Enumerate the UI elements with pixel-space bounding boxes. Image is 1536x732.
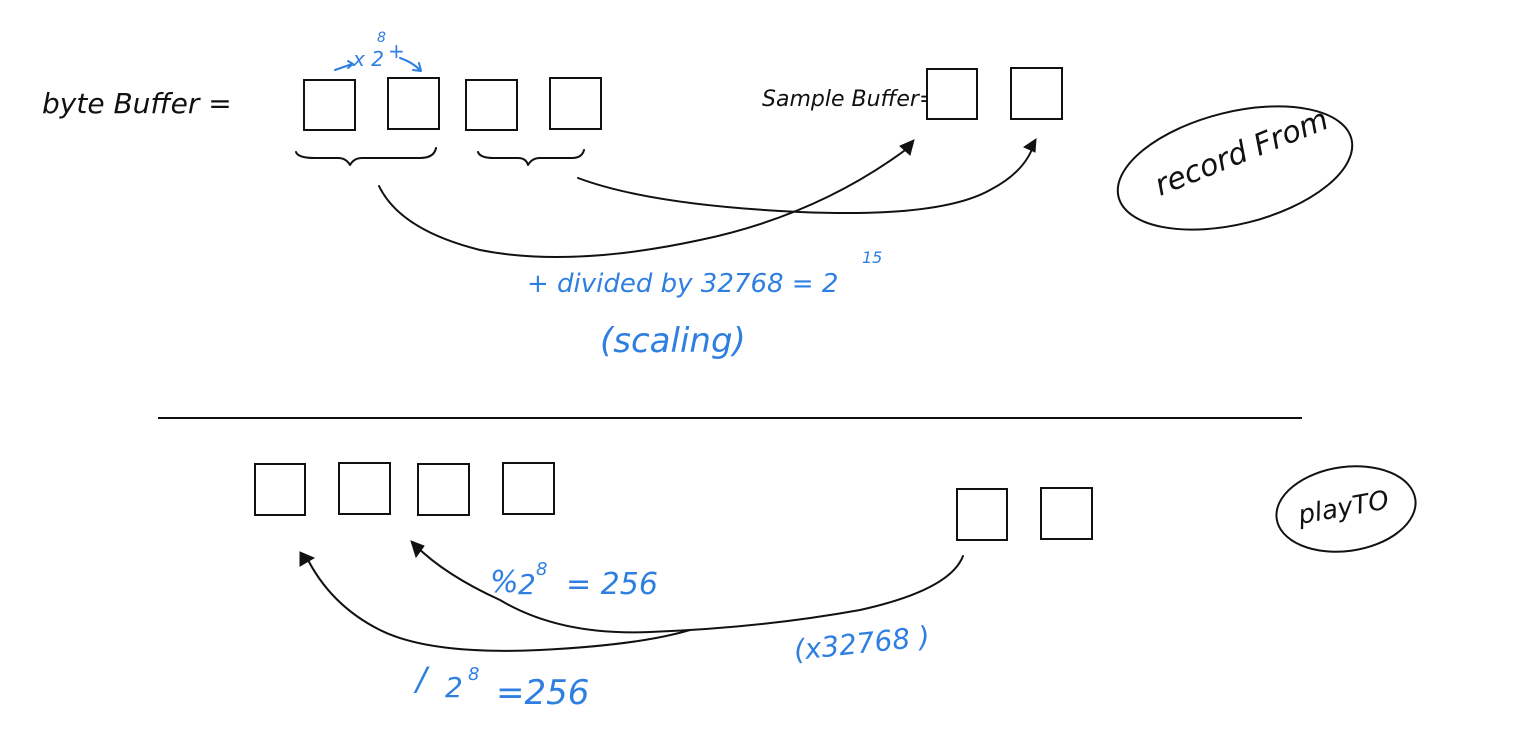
input-sample-cells [956, 487, 1093, 541]
arrow-pair2-head [1022, 138, 1037, 153]
sample-cell-2 [1010, 67, 1063, 120]
arrow-pair2-to-sample2 [577, 143, 1035, 215]
shift-plus: + [388, 39, 405, 63]
byte-cell-1 [303, 79, 356, 131]
byte-buffer-label: byte Buffer = [42, 87, 232, 120]
mod-exponent: 8 [536, 559, 547, 580]
in-sample-cell-2 [1040, 487, 1093, 540]
div-base: 2 [445, 671, 463, 704]
play-to-badge-text: playTO [1295, 485, 1391, 531]
sample-buffer-label: Sample Buffer= [762, 87, 937, 112]
arrow-pair1-to-sample1 [378, 144, 913, 259]
arrow-byte2-head [410, 540, 425, 559]
shift-exponent: 8 [377, 30, 386, 46]
play-to-badge-outline [1275, 465, 1417, 553]
shift-arrow-left [334, 63, 353, 71]
scaling-text: (scaling) [600, 321, 746, 361]
out-byte-cell-1 [254, 463, 306, 516]
mod-result: = 256 [566, 567, 658, 602]
shift-text: x 2 [352, 47, 384, 71]
out-byte-cell-3 [417, 463, 470, 516]
brace-pair-2 [477, 149, 585, 166]
div-result: =256 [496, 673, 589, 713]
shift-arrow-right [399, 57, 421, 71]
div-exponent: 8 [468, 664, 479, 685]
byte-cell-4 [549, 77, 602, 130]
arrow-sample-to-byte2 [414, 544, 964, 634]
div-text: / [413, 660, 430, 698]
arrow-byte1-head [299, 551, 316, 567]
out-byte-cell-2 [338, 462, 391, 515]
mod-base: 2 [518, 568, 536, 601]
divided-text: + divided by 32768 = 2 [527, 269, 838, 299]
in-sample-cell-1 [956, 488, 1008, 541]
output-byte-cells [254, 462, 555, 516]
byte-cell-2 [387, 77, 440, 130]
shift-arrow-right-head [412, 62, 422, 72]
arrow-pair1-head [899, 139, 915, 156]
mod-text: % [490, 565, 519, 600]
record-from-badge-outline [1116, 105, 1354, 231]
arrow-sample-to-byte1 [305, 555, 691, 652]
out-byte-cell-4 [502, 462, 555, 515]
byte-cell-3 [465, 79, 518, 131]
byte-buffer-cells [303, 77, 602, 131]
brace-pair-1 [295, 147, 437, 166]
divided-exponent: 15 [862, 248, 882, 267]
shift-arrow-left-head [347, 60, 354, 69]
multiply-text: (x32768 ) [792, 620, 931, 667]
shift-annotation: x 2 8 + [334, 30, 422, 72]
sample-cell-1 [926, 68, 978, 120]
sample-buffer-cells [926, 67, 1063, 120]
record-from-badge-text: record From [1150, 102, 1333, 203]
